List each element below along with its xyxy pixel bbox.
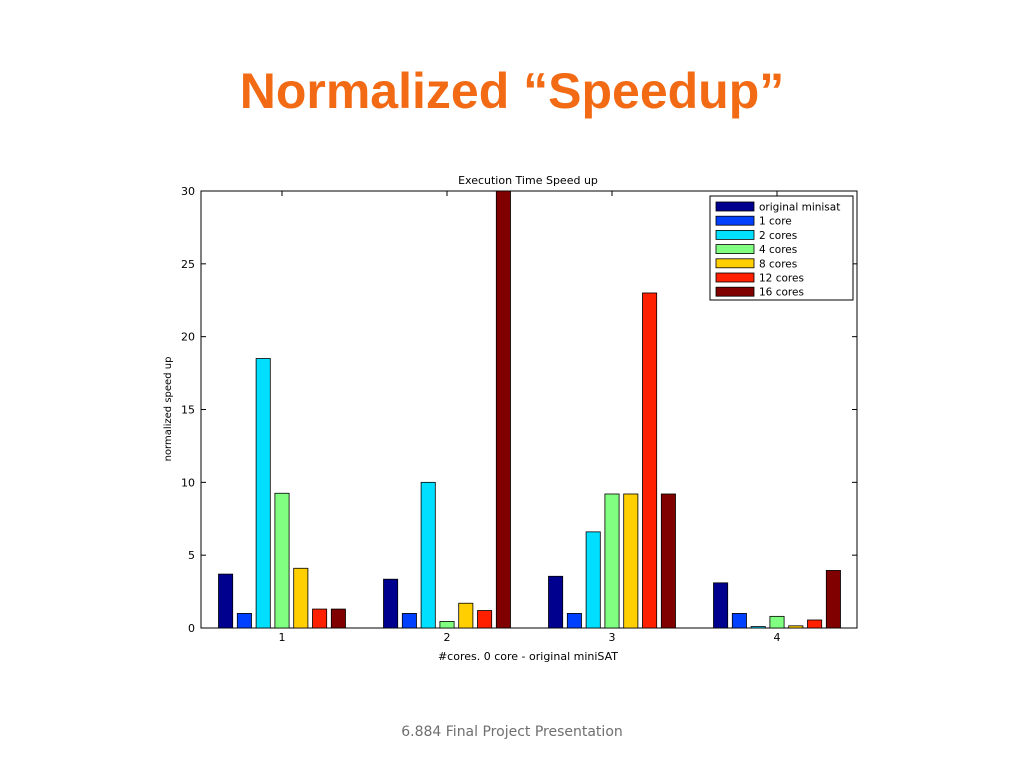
bar: [401, 613, 417, 629]
y-tick-label: 5: [188, 549, 195, 562]
bar: [585, 531, 601, 629]
x-tick-label: 3: [609, 631, 616, 644]
legend-label: 12 cores: [759, 273, 804, 285]
legend-swatch: [715, 286, 755, 297]
legend-swatch: [715, 215, 755, 226]
y-tick-label: 0: [188, 622, 195, 635]
legend-swatch: [715, 230, 755, 240]
chart-svg: Execution Time Speed up normalized speed…: [163, 174, 858, 663]
bar: [623, 493, 639, 629]
bar: [383, 578, 399, 629]
bar: [312, 608, 328, 629]
plot-area: 0 5 10 15 20 25 30 1 2 3 4 original minisat 1 core 2 …: [181, 185, 858, 644]
x-tick-label: 1: [279, 631, 286, 644]
y-axis-label: normalized speed up: [163, 357, 174, 462]
bar: [788, 625, 804, 629]
x-axis-label: #cores. 0 core - original miniSAT: [438, 650, 618, 663]
legend-label: 8 cores: [759, 258, 797, 270]
bar: [750, 626, 766, 629]
legend-label: 1 core: [759, 216, 792, 228]
slide-title: Normalized “Speedup”: [239, 63, 785, 119]
bar: [236, 613, 252, 629]
y-tick-label: 30: [181, 185, 195, 198]
bar: [439, 621, 455, 629]
bar: [255, 358, 271, 629]
legend-label: 2 cores: [759, 230, 797, 242]
y-tick-label: 15: [181, 404, 195, 417]
legend-label: 16 cores: [759, 287, 804, 299]
legend: original minisat 1 core 2 cores 4 cores 8 co…: [709, 195, 854, 301]
y-tick-label: 25: [181, 258, 195, 271]
bar: [566, 613, 582, 629]
bar: [548, 575, 564, 629]
legend-label: 4 cores: [759, 244, 797, 256]
legend-label: original minisat: [759, 202, 840, 214]
legend-swatch: [715, 258, 755, 269]
bar: [218, 573, 234, 629]
bar: [477, 610, 493, 629]
bar: [293, 567, 309, 629]
bar: [660, 493, 676, 629]
y-tick-label: 10: [181, 476, 195, 489]
x-tick-label: 2: [444, 631, 451, 644]
bar: [420, 481, 436, 629]
chart-title: Execution Time Speed up: [458, 174, 598, 187]
bar: [274, 492, 290, 629]
legend-swatch: [715, 201, 755, 212]
bar: [731, 613, 747, 629]
legend-swatch: [715, 244, 755, 254]
bar: [495, 190, 511, 629]
bar: [825, 570, 841, 629]
x-tick-label: 4: [774, 631, 781, 644]
bar: [458, 602, 474, 629]
speedup-chart: Execution Time Speed up normalized speed…: [150, 170, 880, 670]
bar: [642, 292, 658, 629]
bar: [604, 493, 620, 629]
bar: [769, 615, 785, 629]
bar: [713, 582, 729, 629]
legend-swatch: [715, 272, 755, 283]
bar: [330, 608, 346, 629]
y-tick-label: 20: [181, 331, 195, 344]
slide-footer: 6.884 Final Project Presentation: [401, 724, 623, 740]
bar: [807, 619, 823, 629]
